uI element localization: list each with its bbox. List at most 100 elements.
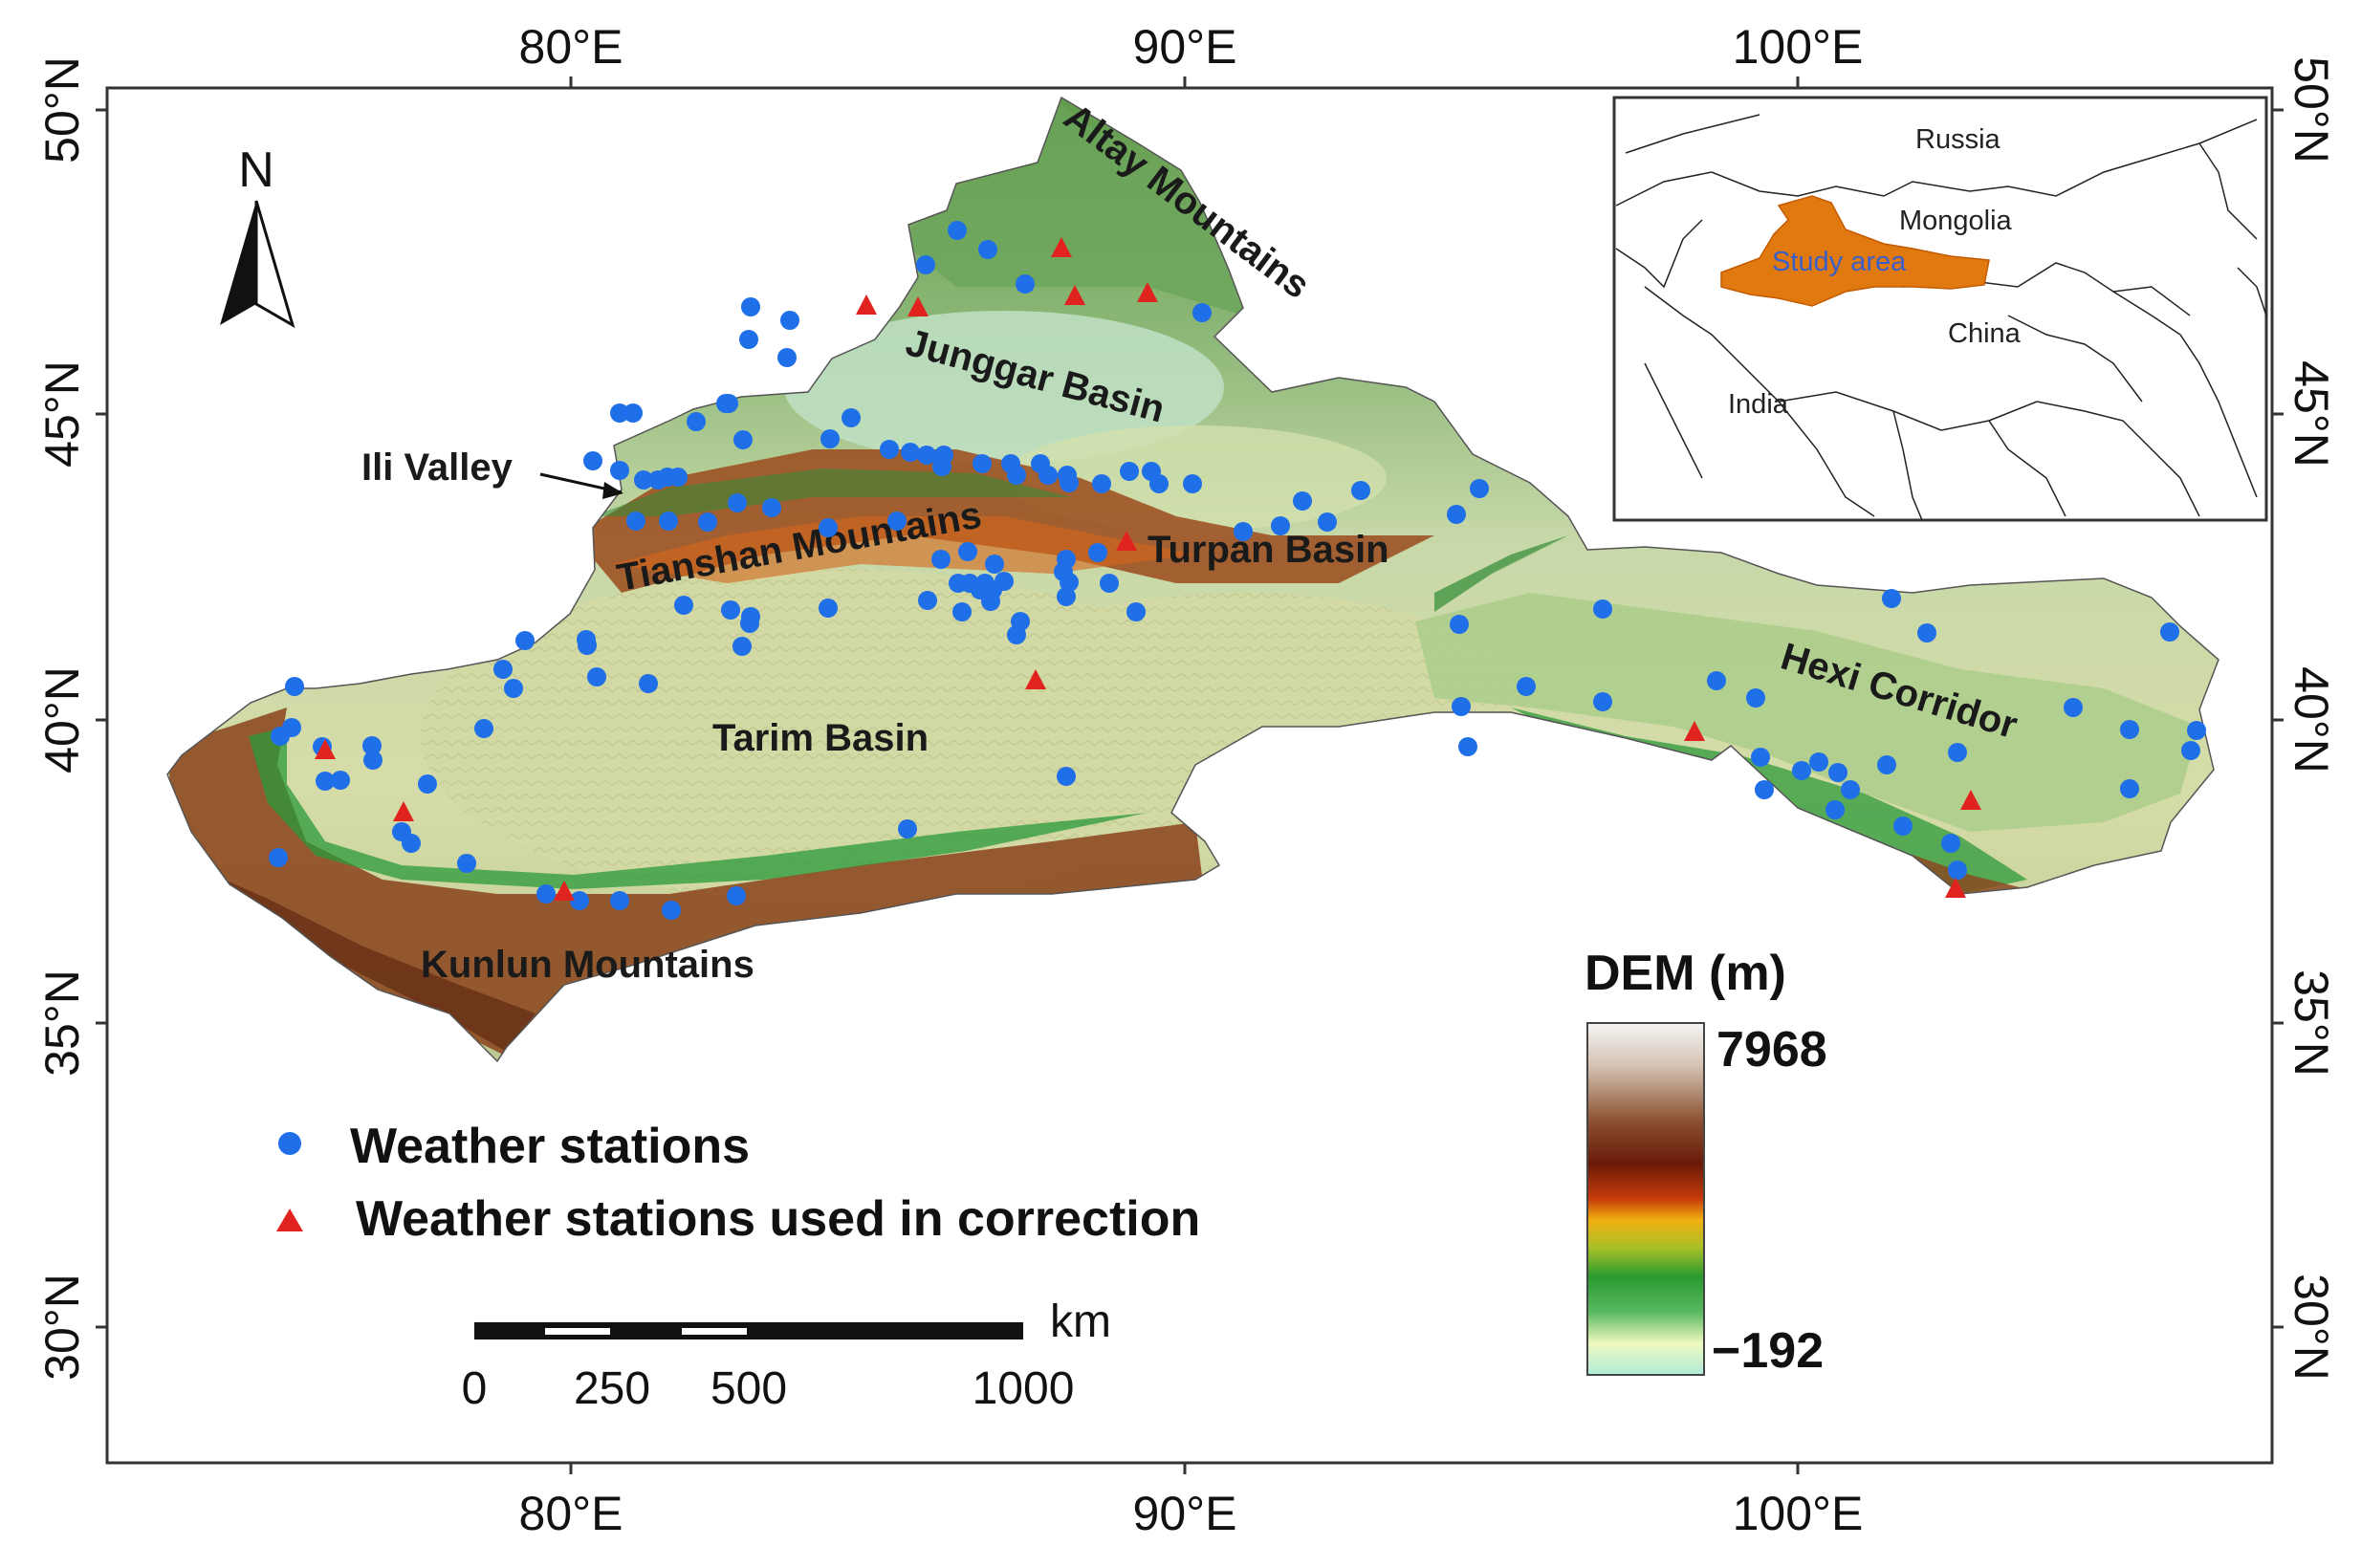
weather-station-marker — [639, 674, 658, 693]
lat-tick-left-35: 35°N — [35, 969, 89, 1077]
region-label-ili: Ili Valley — [361, 446, 514, 489]
lat-tick-left-30: 30°N — [35, 1274, 89, 1381]
legend-stations-label: Weather stations — [350, 1119, 750, 1174]
weather-station-marker — [687, 412, 706, 431]
weather-station-marker — [952, 602, 972, 621]
weather-station-marker — [1809, 752, 1828, 772]
weather-station-marker — [1792, 761, 1811, 780]
weather-station-marker — [819, 599, 838, 618]
weather-station-marker — [363, 751, 383, 770]
region-label-kunlun: Kunlun Mountains — [421, 944, 754, 986]
weather-station-marker — [269, 848, 288, 867]
weather-station-marker — [958, 542, 977, 561]
ili-valley-pointer — [539, 472, 623, 499]
weather-station-marker — [282, 718, 301, 737]
weather-station-marker — [316, 772, 335, 791]
weather-station-marker — [1192, 303, 1212, 322]
weather-station-marker — [733, 430, 753, 449]
north-label: N — [238, 142, 274, 198]
scale-tick-500: 500 — [710, 1363, 787, 1414]
weather-station-marker — [1882, 589, 1901, 608]
lat-tick-right-45: 45°N — [2284, 360, 2338, 468]
correction-station-marker — [1684, 721, 1705, 741]
weather-station-marker — [741, 297, 760, 316]
weather-station-marker — [1877, 755, 1896, 774]
legend-correction-marker — [276, 1209, 303, 1231]
weather-station-marker — [780, 311, 799, 330]
weather-station-marker — [739, 330, 758, 349]
weather-station-marker — [1755, 780, 1774, 799]
inset-label-india: India — [1728, 389, 1789, 420]
weather-station-marker — [626, 512, 645, 531]
weather-station-marker — [948, 221, 967, 240]
weather-station-marker — [577, 630, 596, 649]
weather-station-marker — [1751, 748, 1770, 767]
weather-station-marker — [1120, 462, 1139, 481]
weather-station-marker — [973, 454, 992, 473]
weather-station-marker — [916, 255, 935, 274]
weather-station-marker — [536, 884, 556, 904]
weather-station-marker — [2187, 721, 2206, 740]
weather-station-marker — [932, 457, 951, 476]
weather-station-marker — [583, 451, 602, 470]
lon-tick-top-80: 80°E — [519, 20, 623, 74]
weather-station-marker — [1948, 743, 1967, 762]
lat-tick-right-30: 30°N — [2284, 1274, 2338, 1381]
weather-station-marker — [819, 518, 838, 537]
weather-station-marker — [1517, 677, 1536, 696]
weather-station-marker — [1126, 602, 1146, 621]
lon-tick-bottom-90: 90°E — [1133, 1487, 1237, 1540]
weather-station-marker — [880, 440, 899, 459]
correction-station-marker — [1064, 285, 1085, 305]
weather-station-marker — [659, 512, 678, 531]
correction-station-marker — [1137, 282, 1158, 302]
scale-tick-1000: 1000 — [973, 1363, 1075, 1414]
weather-station-marker — [1007, 625, 1026, 644]
weather-station-marker — [887, 512, 907, 531]
weather-station-marker — [674, 596, 693, 615]
correction-station-marker — [856, 294, 877, 315]
weather-station-marker — [918, 591, 937, 610]
weather-station-marker — [1142, 462, 1161, 481]
weather-station-marker — [1293, 491, 1312, 511]
weather-station-marker — [493, 660, 513, 679]
weather-station-marker — [978, 240, 997, 259]
weather-station-marker — [1038, 466, 1058, 485]
weather-station-marker — [1458, 737, 1477, 756]
correction-station-marker — [1025, 669, 1046, 689]
weather-station-marker — [842, 408, 861, 427]
weather-station-marker — [1234, 522, 1253, 541]
region-label-turpan: Turpan Basin — [1148, 529, 1389, 571]
weather-station-marker — [981, 592, 1000, 611]
weather-station-marker — [931, 550, 951, 569]
correction-station-marker — [1945, 878, 1966, 898]
weather-station-marker — [402, 834, 421, 853]
weather-station-marker — [898, 819, 917, 838]
inset-study-area — [1720, 195, 1990, 307]
weather-station-marker — [1271, 516, 1290, 535]
weather-station-marker — [917, 446, 936, 465]
weather-station-marker — [1948, 860, 1967, 880]
correction-station-marker — [554, 881, 575, 901]
weather-station-marker — [610, 403, 629, 423]
weather-station-marker — [2120, 779, 2139, 798]
correction-station-marker — [1051, 237, 1072, 257]
inset-map — [1612, 96, 2268, 522]
weather-station-marker — [610, 891, 629, 910]
weather-station-marker — [285, 677, 304, 696]
weather-station-marker — [1707, 671, 1726, 690]
weather-station-marker — [1450, 615, 1469, 634]
weather-station-marker — [721, 600, 740, 620]
scale-tick-250: 250 — [574, 1363, 650, 1414]
weather-station-marker — [662, 901, 681, 920]
weather-station-marker — [1092, 474, 1111, 493]
weather-station-marker — [2120, 720, 2139, 739]
region-label-tarim: Tarim Basin — [712, 717, 929, 759]
weather-station-marker — [2064, 698, 2083, 717]
lat-tick-left-50: 50°N — [35, 56, 89, 163]
weather-station-marker — [1100, 574, 1119, 593]
weather-station-marker — [698, 512, 717, 532]
weather-station-marker — [732, 637, 752, 656]
dem-legend-max: 7968 — [1716, 1022, 1827, 1078]
weather-station-marker — [1841, 780, 1860, 799]
